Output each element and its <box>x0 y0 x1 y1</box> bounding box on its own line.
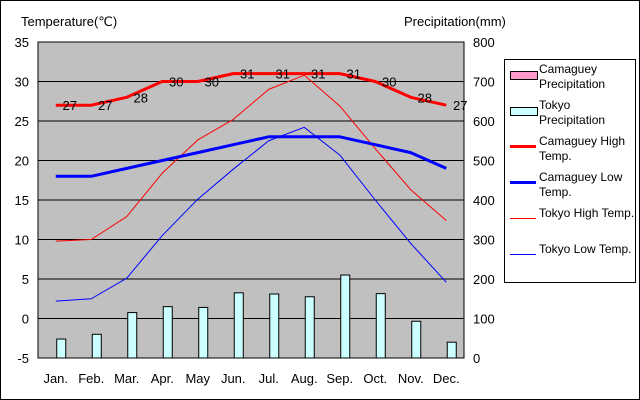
x-tick-1: Feb. <box>78 371 104 386</box>
data-label-6: 31 <box>276 67 290 82</box>
y-left-tick-0: 0 <box>22 312 29 327</box>
y-left-tick-5: 5 <box>22 272 29 287</box>
data-label-3: 30 <box>169 75 183 90</box>
axis-ticks: -5 0 5 10 15 20 25 30 35 0 100 200 300 400 500 600 700 80… <box>15 35 495 386</box>
data-label-7: 31 <box>311 67 325 82</box>
x-tick-0: Jan. <box>43 371 68 386</box>
x-tick-5: Jun. <box>221 371 246 386</box>
x-tick-8: Sep. <box>326 371 353 386</box>
x-tick-11: Dec. <box>433 371 460 386</box>
legend-label: Camaguey Precipitation <box>539 62 606 91</box>
data-labels: 27 27 28 30 30 31 31 31 31 30 28 27 <box>63 67 468 114</box>
y-left-tick-15: 15 <box>15 193 29 208</box>
legend-swatch <box>510 218 536 219</box>
data-label-5: 31 <box>240 67 254 82</box>
bar-tokyo-precipitation-8 <box>340 274 351 359</box>
data-label-4: 30 <box>205 75 219 90</box>
bar-tokyo-precipitation-1 <box>91 333 102 359</box>
bar-tokyo-precipitation-0 <box>56 338 67 359</box>
legend-item-camaguey-precipitation: Camaguey Precipitation <box>505 62 635 102</box>
legend-swatch <box>510 181 536 184</box>
x-tick-7: Aug. <box>291 371 318 386</box>
y-right-tick-400: 400 <box>473 193 495 208</box>
x-tick-9: Oct. <box>363 371 387 386</box>
line-tokyo-high-temp- <box>55 74 447 242</box>
legend-item-tokyo-high-temp-: Tokyo High Temp. <box>505 206 635 246</box>
y-right-tick-200: 200 <box>473 272 495 287</box>
data-label-10: 28 <box>418 90 432 105</box>
legend-label: Tokyo Precipitation <box>539 98 606 127</box>
x-tick-10: Nov. <box>398 371 424 386</box>
legend-swatch <box>510 254 536 255</box>
y-right-tick-600: 600 <box>473 114 495 129</box>
legend-label: Camaguey Low Temp. <box>539 170 623 199</box>
legend: Camaguey Precipitation Tokyo Precipitatio… <box>504 59 636 283</box>
legend-swatch <box>510 145 536 148</box>
bar-tokyo-precipitation-9 <box>375 293 386 359</box>
line-camaguey-low-temp- <box>55 135 447 178</box>
data-label-2: 28 <box>134 90 148 105</box>
x-tick-2: Mar. <box>114 371 139 386</box>
legend-label: Tokyo Low Temp. <box>539 242 632 256</box>
bar-tokyo-precipitation-4 <box>198 306 209 359</box>
bar-tokyo-precipitation-2 <box>127 312 138 359</box>
legend-swatch <box>510 107 538 116</box>
data-label-11: 27 <box>453 98 467 113</box>
bar-tokyo-precipitation-11 <box>446 341 457 359</box>
temperature-lines <box>55 72 447 302</box>
data-label-1: 27 <box>98 98 112 113</box>
y-right-tick-700: 700 <box>473 75 495 90</box>
y-right-tick-800: 800 <box>473 35 495 50</box>
data-label-0: 27 <box>63 98 77 113</box>
plot-border <box>37 41 465 359</box>
bar-tokyo-precipitation-5 <box>233 292 244 359</box>
y-left-tick-20: 20 <box>15 154 29 169</box>
data-label-8: 31 <box>347 67 361 82</box>
legend-label: Camaguey High Temp. <box>539 134 626 163</box>
data-label-9: 30 <box>382 75 396 90</box>
bar-tokyo-precipitation-3 <box>162 306 173 359</box>
legend-swatch <box>510 71 538 80</box>
y-right-tick-500: 500 <box>473 154 495 169</box>
legend-item-camaguey-low-temp-: Camaguey Low Temp. <box>505 170 635 210</box>
legend-label: Tokyo High Temp. <box>539 206 635 220</box>
y-right-tick-100: 100 <box>473 312 495 327</box>
x-tick-6: Jul. <box>259 371 279 386</box>
y-axis-right-title: Precipitation(mm) <box>404 14 506 29</box>
y-left-tick-25: 25 <box>15 114 29 129</box>
y-left-tick--5: -5 <box>17 351 29 366</box>
line-camaguey-high-temp- <box>55 72 447 107</box>
y-axis-left-title: Temperature(℃) <box>21 14 117 29</box>
bar-tokyo-precipitation-10 <box>411 320 422 359</box>
bar-tokyo-precipitation-6 <box>269 293 280 359</box>
legend-item-camaguey-high-temp-: Camaguey High Temp. <box>505 134 635 174</box>
x-tick-4: May <box>185 371 210 386</box>
legend-item-tokyo-precipitation: Tokyo Precipitation <box>505 98 635 138</box>
y-left-tick-35: 35 <box>15 35 29 50</box>
x-tick-3: Apr. <box>151 371 174 386</box>
legend-item-tokyo-low-temp-: Tokyo Low Temp. <box>505 242 635 282</box>
bar-tokyo-precipitation-7 <box>304 296 315 359</box>
line-tokyo-low-temp- <box>55 126 447 302</box>
y-right-tick-300: 300 <box>473 233 495 248</box>
y-left-tick-30: 30 <box>15 75 29 90</box>
precipitation-bars <box>56 274 457 359</box>
y-left-tick-10: 10 <box>15 233 29 248</box>
y-right-tick-0: 0 <box>473 351 480 366</box>
